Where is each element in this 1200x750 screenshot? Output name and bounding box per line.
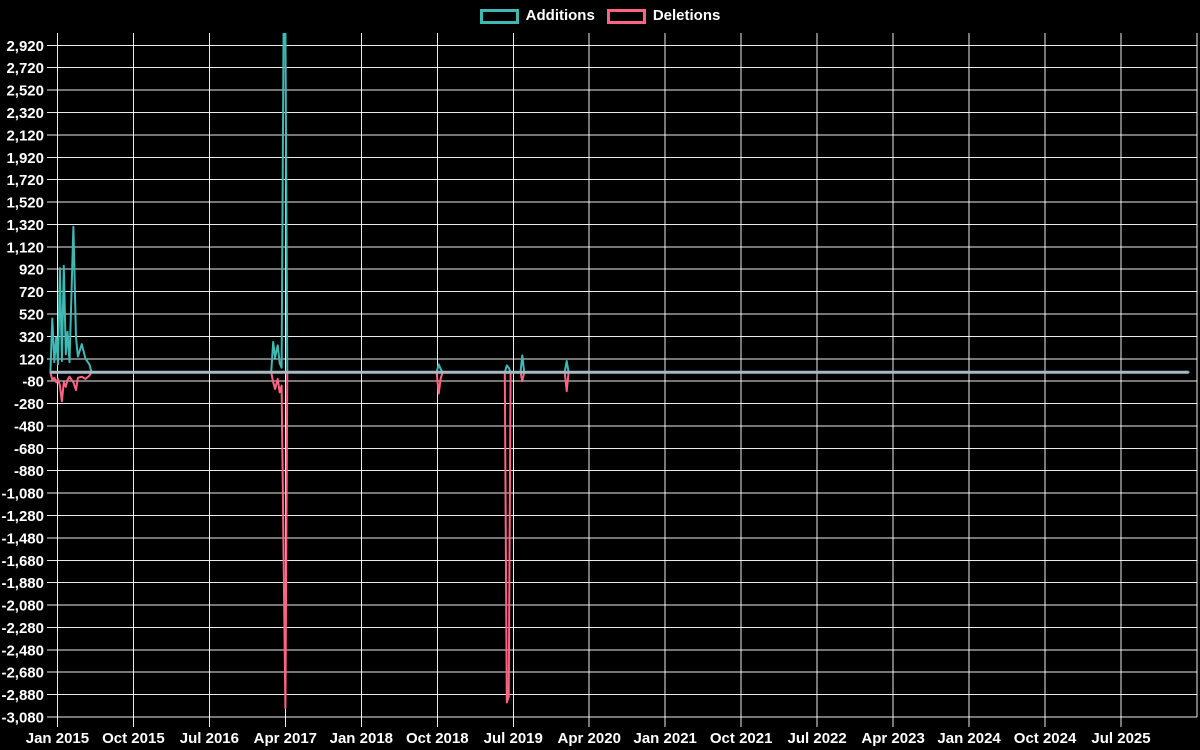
- y-tick-label: 1,720: [6, 172, 44, 189]
- x-tick-label: Jul 2016: [180, 730, 239, 747]
- x-tick-label: Jan 2024: [937, 730, 1001, 747]
- y-tick-label: 1,120: [6, 239, 44, 256]
- additions-line: [49, 33, 1190, 374]
- x-tick-label: Jan 2015: [26, 730, 89, 747]
- deletions-legend-swatch-icon: [606, 8, 646, 24]
- legend-label-additions: Additions: [525, 7, 595, 24]
- y-tick-label: -280: [14, 396, 44, 413]
- y-tick-label: 2,520: [6, 83, 44, 100]
- y-tick-label: -2,280: [1, 620, 44, 637]
- y-tick-label: -1,080: [1, 486, 44, 503]
- legend-item-deletions[interactable]: Deletions: [606, 6, 721, 26]
- series-group: [49, 33, 1190, 709]
- y-tick-label: -2,480: [1, 642, 44, 659]
- x-tick-label: Apr 2023: [861, 730, 924, 747]
- y-tick-label: -2,680: [1, 665, 44, 682]
- y-tick-label: 520: [19, 306, 44, 323]
- x-tick-label: Oct 2021: [710, 730, 773, 747]
- x-tick-label: Jul 2019: [484, 730, 543, 747]
- y-tick-label: -1,680: [1, 553, 44, 570]
- y-tick-label: -1,280: [1, 508, 44, 525]
- y-tick-label: -1,880: [1, 575, 44, 592]
- y-tick-label: 720: [19, 284, 44, 301]
- y-tick-label: 920: [19, 262, 44, 279]
- y-tick-label: -1,480: [1, 530, 44, 547]
- y-tick-label: 120: [19, 351, 44, 368]
- legend-label-deletions: Deletions: [652, 7, 721, 24]
- x-tick-label: Oct 2015: [102, 730, 165, 747]
- x-tick-label: Jul 2025: [1091, 730, 1150, 747]
- x-tick-label: Jan 2018: [330, 730, 393, 747]
- y-tick-label: -2,080: [1, 598, 44, 615]
- y-tick-label: 1,520: [6, 195, 44, 212]
- legend-item-additions[interactable]: Additions: [479, 6, 595, 26]
- x-tick-label: Apr 2020: [558, 730, 621, 747]
- x-tick-label: Oct 2018: [406, 730, 469, 747]
- y-tick-label: 2,120: [6, 127, 44, 144]
- y-tick-label: 1,320: [6, 217, 44, 234]
- y-tick-label: 1,920: [6, 150, 44, 167]
- x-tick-label: Jan 2021: [634, 730, 697, 747]
- x-tick-label: Apr 2017: [254, 730, 317, 747]
- y-tick-label: 320: [19, 329, 44, 346]
- x-tick-label: Jul 2022: [788, 730, 847, 747]
- y-tick-label: 2,920: [6, 38, 44, 55]
- y-tick-label: 2,320: [6, 105, 44, 122]
- y-tick-label: 2,720: [6, 60, 44, 77]
- deletions-line: [49, 371, 1190, 709]
- y-tick-label: -2,880: [1, 687, 44, 704]
- y-tick-label: -80: [22, 374, 44, 391]
- y-tick-label: -3,080: [1, 710, 44, 727]
- x-tick-label: Oct 2024: [1014, 730, 1077, 747]
- additions-legend-swatch-icon: [479, 8, 519, 24]
- chart-legend: Additions Deletions: [0, 6, 1200, 26]
- y-tick-label: -680: [14, 441, 44, 458]
- y-tick-label: -480: [14, 418, 44, 435]
- y-tick-label: -880: [14, 463, 44, 480]
